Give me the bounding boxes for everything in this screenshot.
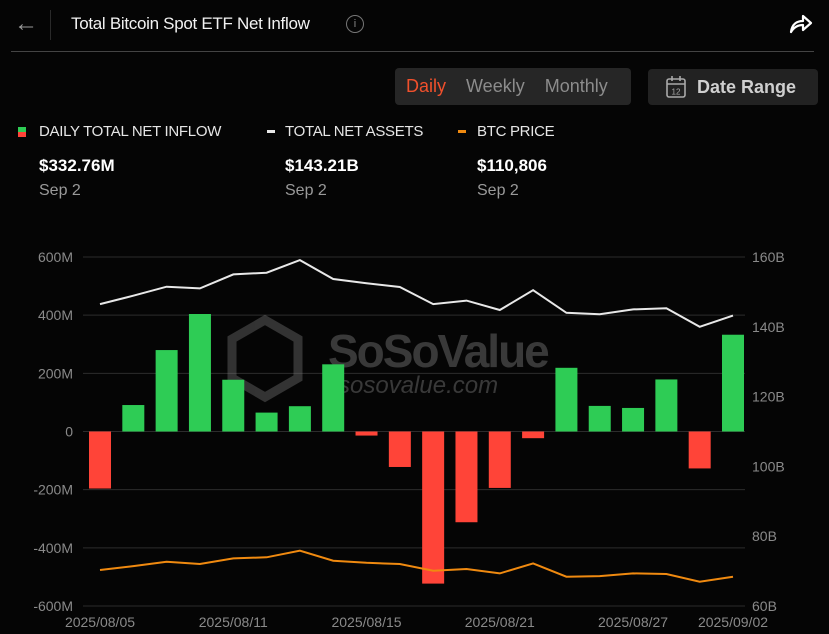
left-axis-tick: 0 xyxy=(65,424,73,440)
assets-value: $143.21B xyxy=(285,156,359,175)
btc-price-value: $110,806 xyxy=(477,156,547,175)
inflow-bar xyxy=(522,431,545,439)
inflow-value: $332.76M xyxy=(39,156,115,175)
right-axis-tick: 160B xyxy=(752,249,785,265)
share-button[interactable] xyxy=(788,12,814,41)
green-red-square-icon xyxy=(18,126,26,137)
inflow-bar xyxy=(455,431,478,523)
right-axis-tick: 120B xyxy=(752,389,785,405)
inflow-bar xyxy=(655,379,678,432)
inflow-bar xyxy=(122,405,145,432)
info-icon[interactable]: i xyxy=(346,15,364,33)
divider xyxy=(50,10,51,40)
inflow-bar xyxy=(722,334,744,432)
left-axis-tick: -400M xyxy=(33,540,73,556)
date-range-button[interactable]: 12 Date Range xyxy=(648,69,818,105)
legend-label: DAILY TOTAL NET INFLOW xyxy=(39,123,222,140)
inflow-bar xyxy=(222,379,245,432)
x-axis-tick: 2025/08/15 xyxy=(331,614,401,630)
back-button[interactable]: ← xyxy=(14,10,38,38)
right-axis-tick: 100B xyxy=(752,458,785,474)
left-axis-tick: 600M xyxy=(38,249,73,265)
inflow-bar xyxy=(488,431,511,488)
inflow-bar xyxy=(622,407,645,432)
right-axis-tick: 60B xyxy=(752,598,777,614)
tab-monthly[interactable]: Monthly xyxy=(544,76,608,96)
header-divider xyxy=(11,51,814,52)
arrow-left-icon[interactable]: ← xyxy=(14,10,38,37)
btc-price-line xyxy=(99,549,734,583)
legend-btc-price[interactable]: BTC PRICE xyxy=(458,123,555,140)
inflow-bar xyxy=(255,412,278,432)
inflow-bar xyxy=(588,405,611,432)
inflow-bar xyxy=(322,364,345,432)
inflow-date: Sep 2 xyxy=(39,182,81,199)
inflow-bar xyxy=(155,350,178,432)
inflow-bar xyxy=(422,431,445,584)
right-axis-tick: 80B xyxy=(752,528,777,544)
tab-daily[interactable]: Daily xyxy=(406,76,447,96)
date-range-label: Date Range xyxy=(697,76,797,97)
inflow-bar xyxy=(89,431,111,489)
x-axis-tick: 2025/09/02 xyxy=(698,614,768,630)
svg-text:sosovalue.com: sosovalue.com xyxy=(338,372,498,399)
assets-date: Sep 2 xyxy=(285,182,327,199)
inflow-bar xyxy=(355,431,378,436)
period-selector: Daily Weekly Monthly xyxy=(395,68,631,105)
legend-label: BTC PRICE xyxy=(477,123,555,140)
watermark-logo: SoSoValue sosovalue.com xyxy=(227,314,551,403)
left-axis-tick: -200M xyxy=(33,482,73,498)
inflow-bar xyxy=(388,431,411,467)
right-axis-tick: 140B xyxy=(752,319,785,335)
tab-weekly[interactable]: Weekly xyxy=(466,76,525,96)
svg-text:SoSoValue: SoSoValue xyxy=(328,325,549,377)
orange-line-icon xyxy=(458,130,466,133)
left-axis-tick: 200M xyxy=(38,365,73,381)
inflow-bar xyxy=(288,406,311,432)
x-axis-tick: 2025/08/05 xyxy=(65,614,135,630)
btc-price-date: Sep 2 xyxy=(477,182,519,199)
share-icon[interactable] xyxy=(788,12,814,36)
legend-total-net-assets[interactable]: TOTAL NET ASSETS xyxy=(267,123,423,140)
svg-text:12: 12 xyxy=(672,88,681,97)
left-axis-tick: -600M xyxy=(33,598,73,614)
legend-label: TOTAL NET ASSETS xyxy=(285,123,424,140)
inflow-bar xyxy=(688,431,711,469)
legend-daily-inflow[interactable]: DAILY TOTAL NET INFLOW xyxy=(18,123,221,140)
x-axis-tick: 2025/08/27 xyxy=(598,614,668,630)
inflow-bar xyxy=(188,314,211,432)
left-axis-tick: 400M xyxy=(38,307,73,323)
x-axis-tick: 2025/08/21 xyxy=(465,614,535,630)
x-axis-tick: 2025/08/11 xyxy=(199,614,268,630)
inflow-bar xyxy=(555,367,578,432)
white-line-icon xyxy=(267,130,275,133)
total-net-assets-line xyxy=(99,258,734,328)
page-title: Total Bitcoin Spot ETF Net Inflow xyxy=(71,14,310,33)
calendar-icon: 12 xyxy=(666,76,686,98)
